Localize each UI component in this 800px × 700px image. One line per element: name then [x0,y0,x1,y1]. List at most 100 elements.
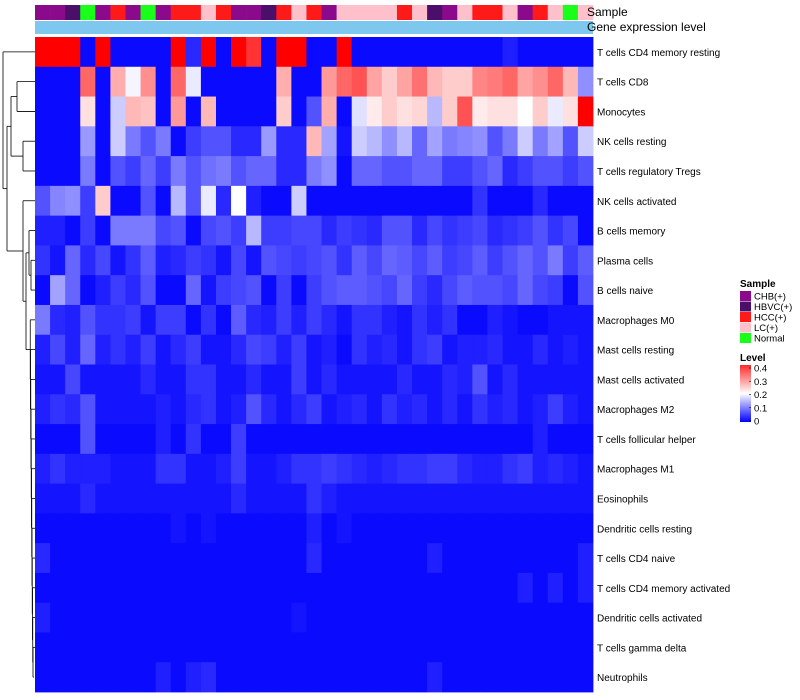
heatmap-cell [246,334,262,365]
heatmap-cell [65,156,81,187]
heatmap-cell [261,394,277,425]
heatmap-cell [35,513,51,544]
heatmap-cell [200,245,217,276]
heatmap-cell [110,275,126,306]
heatmap-cell [577,334,594,365]
heatmap-cell [396,96,413,127]
heatmap-cell [457,543,473,574]
heatmap-cell [336,37,353,68]
heatmap-cell [170,334,187,365]
heatmap-cell [140,602,157,633]
heatmap-cell [351,513,368,544]
heatmap-cell [80,424,96,455]
row-label: T cells CD4 memory resting [597,48,720,59]
heatmap-cell [215,662,232,693]
heatmap-cell [472,275,488,306]
heatmap-cell [95,96,111,127]
heatmap-cell [442,483,458,514]
heatmap-cell [246,513,262,544]
heatmap-cell [381,364,398,395]
heatmap-cell [125,156,141,187]
heatmap-cell [246,304,262,336]
heatmap-cell [95,364,111,395]
heatmap-cell [381,245,398,276]
heatmap-cell [517,602,534,633]
heatmap-cell [50,275,66,306]
heatmap-cell [487,245,503,276]
heatmap-cell [321,424,338,455]
heatmap-cell [457,483,473,514]
heatmap-cell [427,602,443,633]
heatmap-cell [442,453,458,484]
heatmap-cell [185,394,202,425]
legend-sample-swatch [740,312,751,322]
heatmap-cell [547,66,564,97]
heatmap-cell [351,632,368,663]
heatmap-cell [442,572,458,604]
heatmap-cell [547,185,564,217]
heatmap-cell [427,37,443,68]
heatmap-cell [351,66,368,97]
heatmap-cell [35,185,51,217]
sample-annotation-cell [547,5,564,20]
heatmap-cell [50,483,66,514]
heatmap-cell [110,543,126,574]
heatmap-cell [65,275,81,306]
heatmap-cell [185,37,202,68]
heatmap-cell [396,364,413,395]
sample-annotation-cell [110,5,126,20]
heatmap-cell [442,662,458,693]
heatmap-cell [412,96,428,127]
heatmap-cell [502,483,518,514]
heatmap-cell [427,572,443,604]
sample-annotation-cell [35,5,51,20]
heatmap-cell [170,185,187,217]
heatmap-cell [457,513,473,544]
heatmap-cell [170,66,187,97]
heatmap-cell [155,364,172,395]
heatmap-cell [170,364,187,395]
heatmap-cell [547,632,564,663]
heatmap-cell [291,185,307,217]
heatmap-cell [246,185,262,217]
heatmap-cell [502,334,518,365]
heatmap-cell [125,96,141,127]
heatmap-cell [231,334,247,365]
heatmap-cell [472,424,488,455]
heatmap-cell [246,66,262,97]
sample-annotation-cell [412,5,428,20]
heatmap-cell [366,215,383,246]
sample-annotation-cell [261,5,277,20]
heatmap-cell [155,156,172,187]
heatmap-cell [412,156,428,187]
heatmap-cell [95,304,111,336]
heatmap-cell [366,96,383,127]
heatmap-cell [442,632,458,663]
heatmap-cell [336,304,353,336]
heatmap-cell [366,334,383,365]
heatmap-cell [231,275,247,306]
heatmap-cell [517,483,534,514]
heatmap-cell [472,662,488,693]
heatmap-cell [215,513,232,544]
heatmap-cell [502,96,518,127]
heatmap-cell [517,543,534,574]
heatmap-cell [140,453,157,484]
heatmap-cell [35,304,51,336]
heatmap-cell [577,37,594,68]
heatmap-cell [547,37,564,68]
heatmap-cell [231,185,247,217]
heatmap-cell [562,543,579,574]
heatmap-cell [291,543,307,574]
heatmap-cell [366,662,383,693]
sample-annotation-cell [246,5,262,20]
heatmap-cell [231,156,247,187]
heatmap-cell [261,245,277,276]
heatmap-cell [427,632,443,663]
heatmap-cell [80,513,96,544]
heatmap-cell [442,304,458,336]
legend-level-ticks: 0.4 0.3 0.2 0.1 0 [749,364,767,428]
heatmap-cell [50,424,66,455]
heatmap-cell [457,37,473,68]
heatmap-cell [577,424,594,455]
